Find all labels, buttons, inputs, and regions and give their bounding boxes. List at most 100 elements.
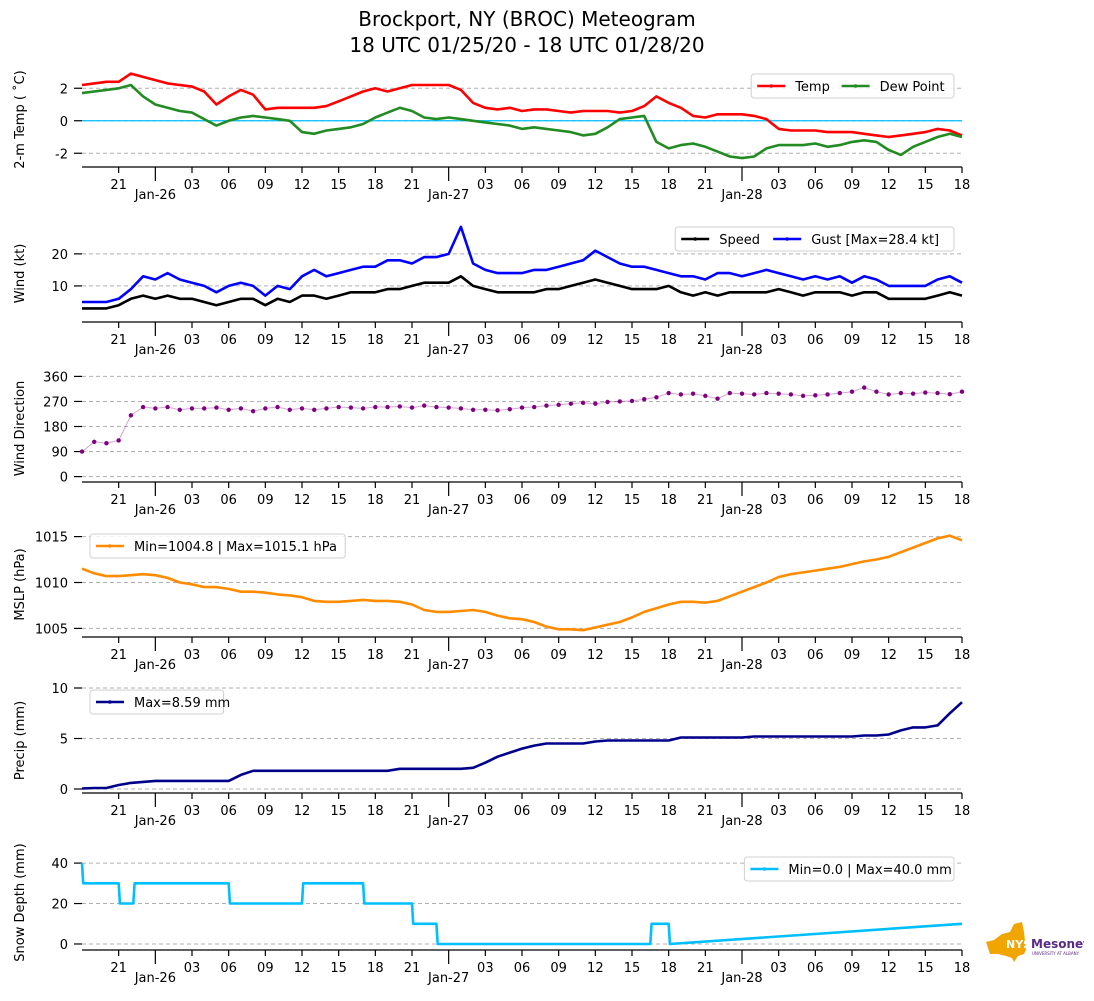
y-tick-label: 270 bbox=[43, 395, 68, 410]
x-minor-tick-label: 06 bbox=[514, 333, 531, 348]
x-minor-tick-label: 06 bbox=[220, 493, 237, 508]
x-minor-tick-label: 06 bbox=[807, 178, 824, 193]
x-minor-tick-label: 12 bbox=[880, 493, 897, 508]
x-minor-tick-label: 06 bbox=[220, 333, 237, 348]
x-minor-tick-label: 12 bbox=[587, 961, 604, 976]
data-point bbox=[312, 407, 317, 412]
x-major-tick-label: Jan-27 bbox=[427, 971, 469, 986]
x-minor-tick-label: 18 bbox=[660, 493, 677, 508]
y-axis-label: MSLP (hPa) bbox=[13, 548, 28, 620]
legend-box bbox=[89, 689, 225, 715]
y-tick-label: -2 bbox=[55, 147, 68, 162]
x-minor-tick-label: 03 bbox=[477, 333, 494, 348]
x-minor-tick-label: 06 bbox=[220, 804, 237, 819]
x-minor-tick-label: 15 bbox=[330, 804, 347, 819]
x-minor-tick-label: 18 bbox=[660, 648, 677, 663]
legend-marker bbox=[693, 237, 697, 241]
data-point bbox=[397, 404, 402, 409]
legend: Min=0.0 | Max=40.0 mm bbox=[743, 856, 955, 882]
x-minor-tick-label: 12 bbox=[294, 648, 311, 663]
x-minor-tick-label: 21 bbox=[110, 178, 127, 193]
data-point bbox=[764, 390, 769, 396]
x-minor-tick-label: 06 bbox=[807, 961, 824, 976]
data-point bbox=[752, 392, 757, 397]
series-line-0 bbox=[81, 386, 963, 452]
x-minor-tick-label: 12 bbox=[294, 961, 311, 976]
data-point bbox=[153, 406, 158, 411]
x-minor-tick-label: 15 bbox=[330, 178, 347, 193]
legend-marker bbox=[769, 84, 773, 88]
x-minor-tick-label: 15 bbox=[330, 961, 347, 976]
x-minor-tick-label: 15 bbox=[624, 804, 641, 819]
data-point bbox=[568, 401, 574, 406]
x-minor-tick-label: 18 bbox=[367, 961, 384, 976]
x-major-tick-label: Jan-26 bbox=[134, 658, 176, 673]
x-major-tick-label: Jan-27 bbox=[427, 343, 469, 358]
x-minor-tick-label: 09 bbox=[257, 648, 274, 663]
x-minor-tick-label: 03 bbox=[184, 493, 201, 508]
x-minor-tick-label: 03 bbox=[184, 178, 201, 193]
x-minor-tick-label: 21 bbox=[404, 178, 421, 193]
x-minor-tick-label: 06 bbox=[807, 804, 824, 819]
y-tick-label: 10 bbox=[51, 280, 68, 295]
x-minor-tick-label: 03 bbox=[184, 804, 201, 819]
data-point bbox=[165, 404, 170, 410]
data-point bbox=[886, 392, 891, 397]
y-axis-label: Precip (mm) bbox=[13, 701, 28, 780]
legend-label: Max=8.59 mm bbox=[134, 696, 230, 711]
x-minor-tick-label: 03 bbox=[770, 333, 787, 348]
panel-3: 1005 1010 1015 MSLP (hPa) 21 Jan-26 03 06 09 12 15… bbox=[13, 531, 970, 673]
legend-box bbox=[743, 856, 955, 882]
x-minor-tick-label: 21 bbox=[697, 961, 714, 976]
data-point bbox=[678, 392, 684, 397]
x-minor-tick-label: 15 bbox=[624, 333, 641, 348]
y-axis-label: Wind Direction bbox=[13, 381, 28, 477]
x-minor-tick-label: 18 bbox=[367, 333, 384, 348]
x-minor-tick-label: 12 bbox=[294, 493, 311, 508]
logo-subtitle-text: UNIVERSITY AT ALBANY bbox=[1032, 951, 1080, 956]
series-line-0 bbox=[82, 275, 963, 310]
data-point bbox=[788, 392, 794, 397]
data-point bbox=[238, 406, 244, 411]
x-major-tick-label: Jan-26 bbox=[134, 971, 176, 986]
legend-label: Speed bbox=[719, 233, 760, 248]
x-minor-tick-label: 15 bbox=[917, 178, 934, 193]
data-point bbox=[605, 399, 610, 405]
x-minor-tick-label: 09 bbox=[550, 493, 567, 508]
x-minor-tick-label: 09 bbox=[844, 333, 861, 348]
x-major-tick-label: Jan-27 bbox=[427, 188, 469, 203]
x-minor-tick-label: 18 bbox=[660, 178, 677, 193]
x-major-tick-label: Jan-26 bbox=[134, 343, 176, 358]
data-point bbox=[800, 393, 806, 399]
x-minor-tick-label: 06 bbox=[807, 333, 824, 348]
x-minor-tick-label: 18 bbox=[367, 648, 384, 663]
data-point bbox=[250, 408, 256, 414]
legend-label: Dew Point bbox=[880, 80, 945, 95]
data-point bbox=[287, 407, 292, 412]
series-line-0 bbox=[81, 534, 963, 632]
data-point bbox=[874, 389, 879, 394]
y-tick-label: 0 bbox=[60, 115, 68, 130]
legend-marker bbox=[108, 544, 112, 548]
x-minor-tick-label: 06 bbox=[220, 961, 237, 976]
x-minor-tick-label: 15 bbox=[624, 178, 641, 193]
x-minor-tick-label: 09 bbox=[257, 178, 274, 193]
x-minor-tick-label: 03 bbox=[477, 804, 494, 819]
x-minor-tick-label: 06 bbox=[514, 493, 531, 508]
legend-marker bbox=[762, 867, 767, 871]
legend: Speed Gust [Max=28.4 kt] bbox=[674, 226, 955, 252]
y-tick-label: 1015 bbox=[35, 531, 68, 546]
data-point bbox=[177, 407, 182, 412]
x-minor-tick-label: 06 bbox=[514, 961, 531, 976]
chart-title-line1: Brockport, NY (BROC) Meteogram bbox=[358, 7, 696, 31]
chart-title-line2: 18 UTC 01/25/20 - 18 UTC 01/28/20 bbox=[349, 33, 705, 57]
x-major-tick-label: Jan-28 bbox=[720, 343, 762, 358]
x-minor-tick-label: 09 bbox=[844, 178, 861, 193]
data-point bbox=[373, 404, 378, 410]
x-minor-tick-label: 18 bbox=[954, 178, 971, 193]
data-point bbox=[862, 385, 867, 390]
x-minor-tick-label: 09 bbox=[257, 804, 274, 819]
x-minor-tick-label: 18 bbox=[367, 804, 384, 819]
data-point bbox=[434, 404, 439, 410]
